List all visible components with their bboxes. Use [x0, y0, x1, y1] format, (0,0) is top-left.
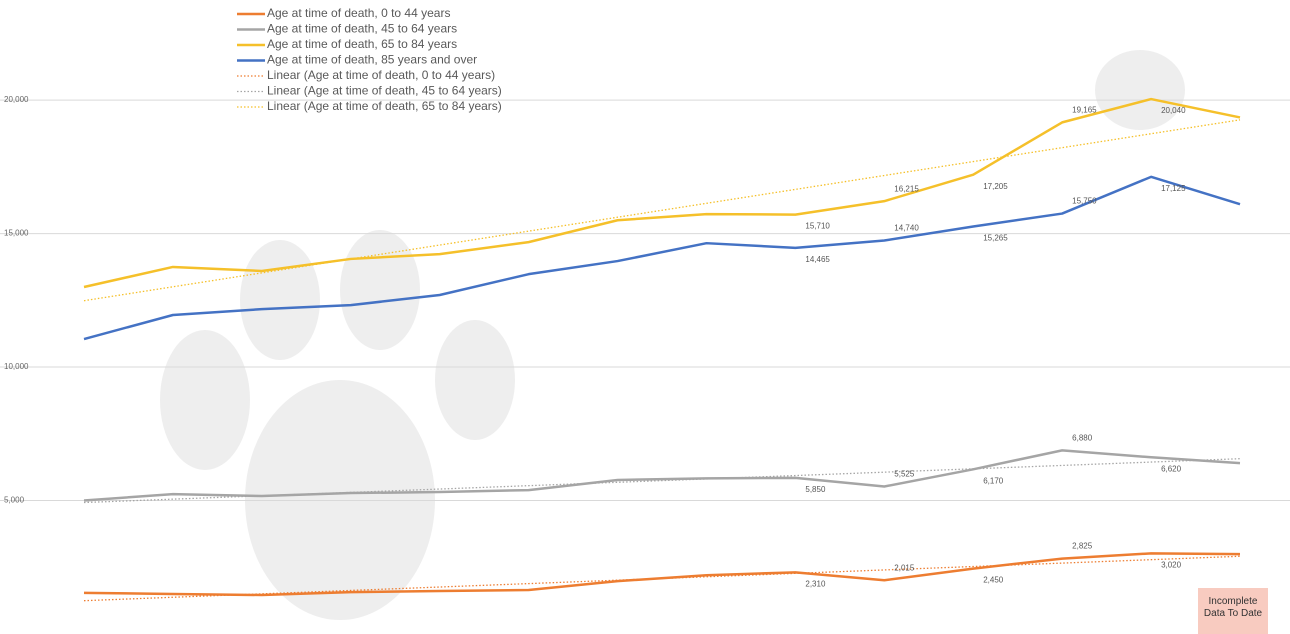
data-label: 2,310	[805, 579, 826, 588]
legend-label: Age at time of death, 45 to 64 years	[267, 22, 457, 36]
data-label: 6,620	[1161, 464, 1182, 473]
data-label: 15,710	[805, 222, 830, 231]
series-line	[83, 97, 1241, 289]
legend-label: Linear (Age at time of death, 0 to 44 ye…	[267, 68, 495, 82]
data-label: 5,850	[805, 485, 826, 494]
y-tick-label: 20,000	[4, 95, 29, 104]
data-label: 2,015	[894, 563, 915, 572]
data-label: 15,265	[983, 234, 1008, 243]
y-tick-label: 5,000	[4, 496, 25, 505]
data-label: 2,450	[983, 576, 1004, 585]
series-line	[83, 449, 1241, 502]
legend-label: Linear (Age at time of death, 45 to 64 y…	[267, 84, 502, 98]
legend-label: Linear (Age at time of death, 65 to 84 y…	[267, 99, 502, 113]
legend-label: Age at time of death, 0 to 44 years	[267, 6, 450, 20]
data-label: 14,465	[805, 255, 830, 264]
trendline	[83, 119, 1241, 302]
data-label: 17,205	[983, 182, 1008, 191]
data-label: 16,215	[894, 184, 919, 193]
series-line	[83, 175, 1241, 341]
data-label: 5,525	[894, 470, 915, 479]
data-label: 3,020	[1161, 560, 1182, 569]
legend: Age at time of death, 0 to 44 years Age a…	[237, 6, 502, 113]
data-label: 17,125	[1161, 184, 1186, 193]
y-tick-label: 10,000	[4, 362, 29, 371]
data-label: 15,750	[1072, 197, 1097, 206]
series-line	[83, 552, 1241, 597]
data-label: 2,825	[1072, 542, 1093, 551]
data-label: 6,170	[983, 476, 1004, 485]
data-label: 14,740	[894, 224, 919, 233]
data-label: 19,165	[1072, 106, 1097, 115]
legend-label: Age at time of death, 65 to 84 years	[267, 37, 457, 51]
background-sketch	[160, 50, 1185, 620]
data-label: 20,040	[1161, 106, 1186, 115]
y-tick-label: 15,000	[4, 229, 29, 238]
legend-label: Age at time of death, 85 years and over	[267, 53, 477, 67]
data-label: 6,880	[1072, 433, 1093, 442]
annotation-box: Incomplete Data To Date	[1198, 588, 1268, 634]
